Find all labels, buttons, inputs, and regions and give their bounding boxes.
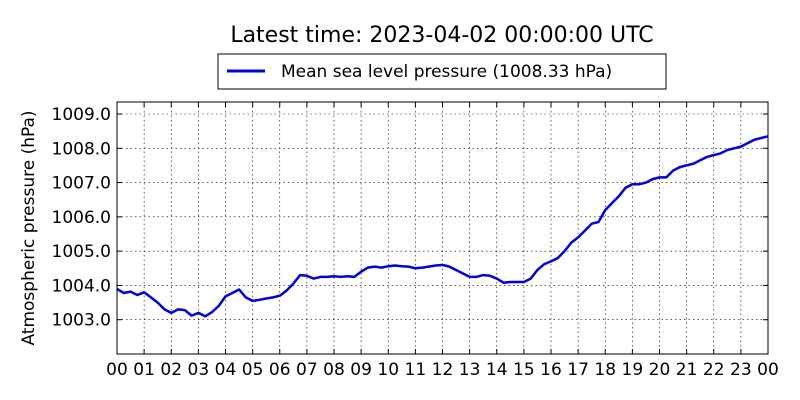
x-tick-label: 13 <box>459 360 481 380</box>
x-tick-label: 05 <box>242 360 264 380</box>
x-tick-label: 19 <box>622 360 644 380</box>
y-tick-label: 1004.0 <box>52 276 111 296</box>
x-tick-label: 21 <box>676 360 698 380</box>
x-tick-label: 16 <box>540 360 562 380</box>
x-tick-label: 14 <box>486 360 508 380</box>
y-tick-label: 1007.0 <box>52 174 111 194</box>
y-axis-ticks: 1003.0 1004.0 1005.0 1006.0 1007.0 1008.0 1009… <box>52 105 768 331</box>
x-tick-label: 12 <box>432 360 454 380</box>
chart-title: Latest time: 2023-04-02 00:00:00 UTC <box>230 23 653 48</box>
x-tick-label: 09 <box>350 360 372 380</box>
y-tick-label: 1006.0 <box>52 208 111 228</box>
x-tick-label: 06 <box>269 360 291 380</box>
y-tick-label: 1005.0 <box>52 242 111 262</box>
y-axis-label: Atmospheric pressure (hPa) <box>19 110 39 345</box>
x-tick-label: 03 <box>188 360 210 380</box>
x-tick-label: 22 <box>703 360 725 380</box>
x-tick-label: 00 <box>106 360 128 380</box>
x-tick-label: 04 <box>215 360 237 380</box>
legend: Mean sea level pressure (1008.33 hPa) <box>217 53 667 90</box>
y-tick-label: 1003.0 <box>52 311 111 331</box>
series-line-mean-sea-level-pressure <box>116 135 769 318</box>
x-tick-label: 08 <box>323 360 345 380</box>
y-tick-label: 1008.0 <box>52 139 111 159</box>
x-tick-label: 11 <box>405 360 427 380</box>
x-tick-label: 10 <box>377 360 399 380</box>
plot-area-frame <box>116 101 769 355</box>
x-tick-label: 00 <box>757 360 779 380</box>
x-tick-label: 20 <box>649 360 671 380</box>
grid-lines <box>117 102 768 354</box>
y-tick-label: 1009.0 <box>52 105 111 125</box>
x-tick-label: 23 <box>730 360 752 380</box>
legend-label: Mean sea level pressure (1008.33 hPa) <box>281 62 612 82</box>
x-tick-label: 01 <box>133 360 155 380</box>
legend-box <box>217 53 667 90</box>
x-tick-label: 02 <box>160 360 182 380</box>
x-tick-label: 07 <box>296 360 318 380</box>
x-tick-label: 18 <box>594 360 616 380</box>
x-axis-ticks: 00 01 02 03 04 05 06 07 08 09 10 11 12 13 14 15 16 17 18 19… <box>106 102 779 380</box>
x-tick-label: 15 <box>513 360 535 380</box>
x-tick-label: 17 <box>567 360 589 380</box>
